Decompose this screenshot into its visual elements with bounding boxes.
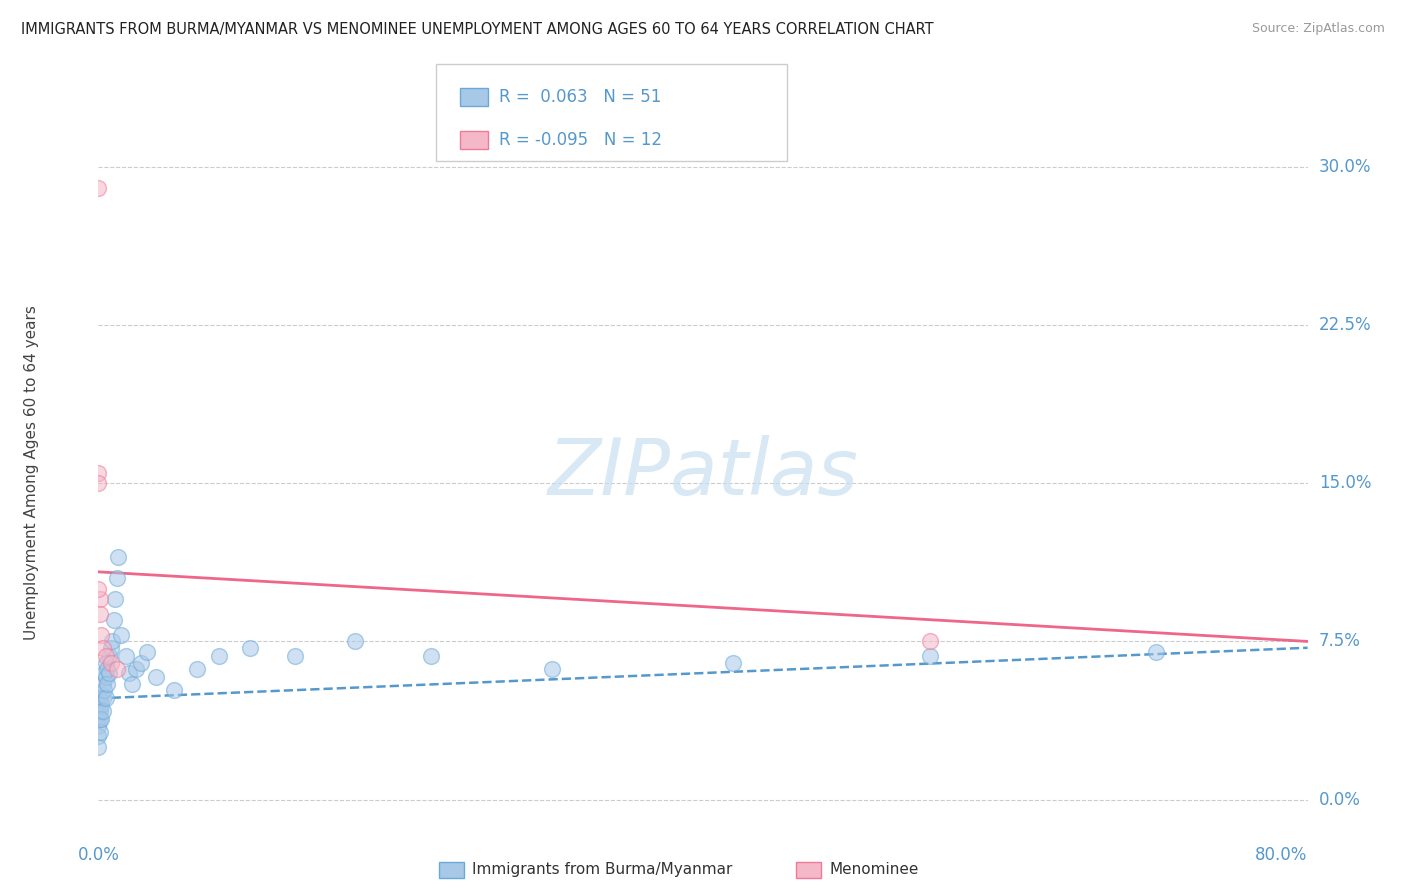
Point xyxy=(105,662,128,676)
Point xyxy=(89,592,111,607)
Text: 15.0%: 15.0% xyxy=(1319,475,1371,492)
Point xyxy=(87,739,110,754)
Point xyxy=(94,670,117,684)
Point xyxy=(87,181,110,195)
Point xyxy=(129,656,152,670)
Point xyxy=(100,656,122,670)
Text: 80.0%: 80.0% xyxy=(1256,846,1308,863)
Point xyxy=(918,634,941,648)
Point xyxy=(239,640,262,655)
Point xyxy=(91,691,114,706)
Point xyxy=(89,607,111,621)
Point xyxy=(98,649,121,664)
Point xyxy=(87,719,110,733)
Text: IMMIGRANTS FROM BURMA/MYANMAR VS MENOMINEE UNEMPLOYMENT AMONG AGES 60 TO 64 YEAR: IMMIGRANTS FROM BURMA/MYANMAR VS MENOMIN… xyxy=(21,22,934,37)
Point xyxy=(208,649,231,664)
Text: Unemployment Among Ages 60 to 64 years: Unemployment Among Ages 60 to 64 years xyxy=(24,305,39,640)
Text: 22.5%: 22.5% xyxy=(1319,316,1371,334)
Point xyxy=(103,613,125,627)
Point xyxy=(721,656,744,670)
Point xyxy=(93,682,115,697)
Text: R =  0.063   N = 51: R = 0.063 N = 51 xyxy=(499,88,661,106)
Point xyxy=(89,713,111,727)
Text: Menominee: Menominee xyxy=(830,863,920,877)
Point xyxy=(96,676,118,690)
Point xyxy=(101,634,124,648)
Point xyxy=(540,662,562,676)
Point xyxy=(87,687,110,701)
Point xyxy=(94,649,117,664)
Point xyxy=(91,704,114,718)
Point xyxy=(93,666,115,681)
Point xyxy=(87,466,110,480)
Point xyxy=(125,662,148,676)
Point xyxy=(419,649,441,664)
Point xyxy=(87,476,110,491)
Point xyxy=(344,634,367,648)
Point xyxy=(1144,645,1167,659)
Point xyxy=(114,649,136,664)
Text: 0.0%: 0.0% xyxy=(77,846,120,863)
Point xyxy=(100,640,122,655)
Point xyxy=(918,649,941,664)
Point xyxy=(87,713,110,727)
Text: Immigrants from Burma/Myanmar: Immigrants from Burma/Myanmar xyxy=(472,863,733,877)
Point xyxy=(94,691,117,706)
Point xyxy=(89,691,111,706)
Point xyxy=(105,571,128,585)
Point xyxy=(90,628,112,642)
Point xyxy=(98,666,121,681)
Text: 7.5%: 7.5% xyxy=(1319,632,1361,650)
Point xyxy=(94,656,117,670)
Point xyxy=(87,582,110,596)
Point xyxy=(121,676,143,690)
Point xyxy=(87,708,110,723)
Point xyxy=(90,698,112,712)
Point xyxy=(96,662,118,676)
Point xyxy=(87,729,110,743)
Point xyxy=(145,670,167,684)
Point xyxy=(91,640,114,655)
Point xyxy=(135,645,157,659)
Point xyxy=(104,592,127,607)
Text: Source: ZipAtlas.com: Source: ZipAtlas.com xyxy=(1251,22,1385,36)
Text: R = -0.095   N = 12: R = -0.095 N = 12 xyxy=(499,131,662,149)
Text: ZIPatlas: ZIPatlas xyxy=(547,434,859,511)
Point xyxy=(163,682,186,697)
Point xyxy=(87,698,110,712)
Point xyxy=(91,676,114,690)
Point xyxy=(89,704,111,718)
Point xyxy=(186,662,208,676)
Point xyxy=(118,666,141,681)
Point xyxy=(110,628,132,642)
Point xyxy=(284,649,307,664)
Point xyxy=(107,550,129,565)
Text: 0.0%: 0.0% xyxy=(1319,790,1361,808)
Point xyxy=(90,687,112,701)
Text: 30.0%: 30.0% xyxy=(1319,158,1371,176)
Point xyxy=(90,713,112,727)
Point xyxy=(89,725,111,739)
